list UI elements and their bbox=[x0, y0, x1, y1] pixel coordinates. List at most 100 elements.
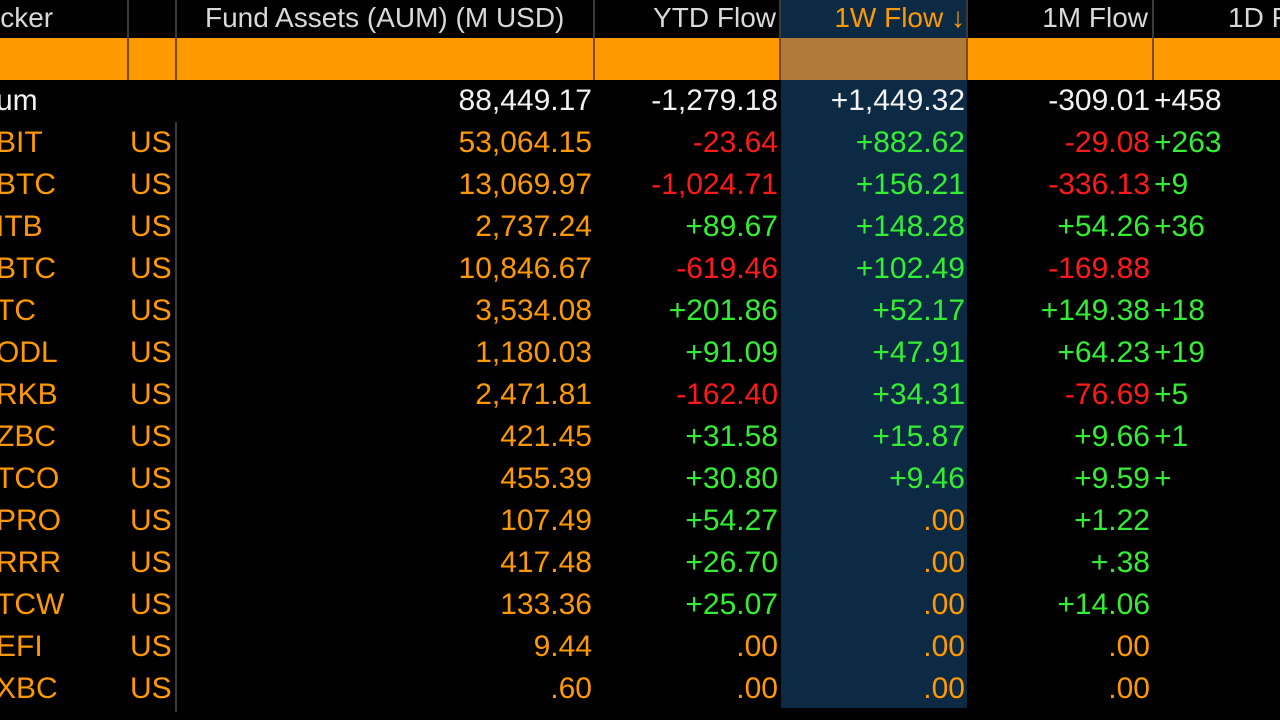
1d-flow-cell: +1 bbox=[1154, 420, 1189, 453]
ytd-flow-cell: -23.64 bbox=[692, 126, 778, 159]
ticker-cell: BTC bbox=[0, 168, 56, 201]
total-1w-flow: +1,449.32 bbox=[830, 84, 965, 117]
aum-cell: 2,737.24 bbox=[475, 210, 592, 243]
1m-flow-cell: +1.22 bbox=[1074, 504, 1150, 537]
1m-flow-cell: -169.88 bbox=[1048, 252, 1150, 285]
country-cell: US bbox=[130, 336, 172, 369]
sorted-column-highlight bbox=[781, 80, 967, 708]
ytd-flow-cell: +89.67 bbox=[685, 210, 778, 243]
filter-divider bbox=[966, 38, 968, 80]
aum-cell: 1,180.03 bbox=[475, 336, 592, 369]
ticker-cell: BTC bbox=[0, 252, 56, 285]
table-row[interactable]: EFI US 9.44 .00 .00 .00 bbox=[0, 626, 1280, 668]
ticker-cell: PRO bbox=[0, 504, 62, 537]
ytd-flow-cell: +25.07 bbox=[685, 588, 778, 621]
country-cell: US bbox=[130, 672, 172, 705]
table-row[interactable]: TCO US 455.39 +30.80 +9.46 +9.59 + bbox=[0, 458, 1280, 500]
1d-flow-cell: +263 bbox=[1154, 126, 1222, 159]
aum-cell: 133.36 bbox=[500, 588, 592, 621]
country-cell: US bbox=[130, 126, 172, 159]
1m-flow-cell: -336.13 bbox=[1048, 168, 1150, 201]
1w-flow-cell: .00 bbox=[923, 672, 965, 705]
1d-flow-cell: +18 bbox=[1154, 294, 1205, 327]
table-row[interactable]: ZBC US 421.45 +31.58 +15.87 +9.66 +1 bbox=[0, 416, 1280, 458]
1w-flow-cell: +156.21 bbox=[855, 168, 965, 201]
1w-flow-cell: +15.87 bbox=[872, 420, 965, 453]
aum-cell: 455.39 bbox=[500, 462, 592, 495]
ticker-cell: TC bbox=[0, 294, 36, 327]
ytd-flow-cell: .00 bbox=[736, 672, 778, 705]
col-header-1w-flow-sorted[interactable]: 1W Flow ↓ bbox=[781, 0, 967, 38]
1d-flow-cell bbox=[1154, 584, 1280, 626]
aum-cell: 3,534.08 bbox=[475, 294, 592, 327]
table-row[interactable]: RRR US 417.48 +26.70 .00 +.38 bbox=[0, 542, 1280, 584]
1d-flow-cell: +9 bbox=[1154, 168, 1189, 201]
col-header-1d-flow[interactable]: 1D F bbox=[1228, 2, 1280, 33]
col-header-ytd-flow[interactable]: YTD Flow bbox=[653, 2, 776, 33]
1w-flow-cell: +47.91 bbox=[872, 336, 965, 369]
table-row[interactable]: TCW US 133.36 +25.07 .00 +14.06 bbox=[0, 584, 1280, 626]
ticker-cell: ITB bbox=[0, 210, 43, 243]
ytd-flow-cell: -162.40 bbox=[676, 378, 778, 411]
country-cell: US bbox=[130, 462, 172, 495]
aum-cell: 421.45 bbox=[500, 420, 592, 453]
1m-flow-cell: +9.59 bbox=[1074, 462, 1150, 495]
table-row[interactable]: ODL US 1,180.03 +91.09 +47.91 +64.23 +19 bbox=[0, 332, 1280, 374]
ytd-flow-cell: +201.86 bbox=[668, 294, 778, 327]
table-row[interactable]: RKB US 2,471.81 -162.40 +34.31 -76.69 +5 bbox=[0, 374, 1280, 416]
table-row[interactable]: PRO US 107.49 +54.27 .00 +1.22 bbox=[0, 500, 1280, 542]
aum-cell: 10,846.67 bbox=[458, 252, 592, 285]
aum-cell: 107.49 bbox=[500, 504, 592, 537]
total-1m-flow: -309.01 bbox=[1048, 84, 1150, 117]
country-cell: US bbox=[130, 630, 172, 663]
col-header-aum[interactable]: Fund Assets (AUM) (M USD) bbox=[205, 2, 565, 33]
ytd-flow-cell: +30.80 bbox=[685, 462, 778, 495]
1d-flow-cell bbox=[1154, 626, 1280, 668]
table-row[interactable]: BTC US 10,846.67 -619.46 +102.49 -169.88 bbox=[0, 248, 1280, 290]
1m-flow-cell: +54.26 bbox=[1057, 210, 1150, 243]
filter-divider bbox=[175, 38, 177, 80]
total-label: um bbox=[0, 84, 38, 117]
1m-flow-cell: +.38 bbox=[1090, 546, 1150, 579]
ticker-cell: EFI bbox=[0, 630, 43, 663]
ytd-flow-cell: .00 bbox=[736, 630, 778, 663]
1w-flow-cell: +34.31 bbox=[872, 378, 965, 411]
total-aum: 88,449.17 bbox=[458, 84, 592, 117]
1m-flow-cell: +64.23 bbox=[1057, 336, 1150, 369]
total-ytd-flow: -1,279.18 bbox=[651, 84, 778, 117]
country-cell: US bbox=[130, 420, 172, 453]
1d-flow-cell bbox=[1154, 500, 1280, 542]
aum-cell: 53,064.15 bbox=[458, 126, 592, 159]
1m-flow-cell: -76.69 bbox=[1064, 378, 1150, 411]
1w-flow-cell: +9.46 bbox=[889, 462, 965, 495]
ticker-cell: TCO bbox=[0, 462, 60, 495]
1d-flow-cell: +36 bbox=[1154, 210, 1205, 243]
1m-flow-cell: +149.38 bbox=[1040, 294, 1150, 327]
aum-cell: 2,471.81 bbox=[475, 378, 592, 411]
table-row[interactable]: BTC US 13,069.97 -1,024.71 +156.21 -336.13 +9 bbox=[0, 164, 1280, 206]
1w-flow-cell: +882.62 bbox=[855, 126, 965, 159]
col-header-ticker[interactable]: icker bbox=[0, 2, 54, 33]
filter-divider bbox=[779, 38, 781, 80]
1w-flow-cell: +102.49 bbox=[855, 252, 965, 285]
ticker-cell: ZBC bbox=[0, 420, 56, 453]
aum-cell: 9.44 bbox=[533, 630, 592, 663]
filter-divider bbox=[593, 38, 595, 80]
1w-flow-cell: +148.28 bbox=[855, 210, 965, 243]
1m-flow-cell: -29.08 bbox=[1064, 126, 1150, 159]
total-row[interactable]: um 88,449.17 -1,279.18 +1,449.32 -309.01… bbox=[0, 80, 1280, 122]
filter-cell-1w-flow[interactable] bbox=[781, 38, 967, 80]
table-row[interactable]: XBC US .60 .00 .00 .00 bbox=[0, 668, 1280, 710]
table-row[interactable]: ITB US 2,737.24 +89.67 +148.28 +54.26 +36 bbox=[0, 206, 1280, 248]
1w-flow-cell: .00 bbox=[923, 588, 965, 621]
1w-flow-cell: .00 bbox=[923, 504, 965, 537]
1w-flow-cell: +52.17 bbox=[872, 294, 965, 327]
1d-flow-cell: +19 bbox=[1154, 336, 1205, 369]
1m-flow-cell: .00 bbox=[1108, 630, 1150, 663]
col-header-1m-flow[interactable]: 1M Flow bbox=[1042, 2, 1148, 33]
table-row[interactable]: BIT US 53,064.15 -23.64 +882.62 -29.08 +263 bbox=[0, 122, 1280, 164]
1m-flow-cell: +14.06 bbox=[1057, 588, 1150, 621]
total-1d-flow: +458 bbox=[1154, 84, 1222, 117]
table-row[interactable]: TC US 3,534.08 +201.86 +52.17 +149.38 +18 bbox=[0, 290, 1280, 332]
filter-bar[interactable] bbox=[0, 38, 1280, 80]
